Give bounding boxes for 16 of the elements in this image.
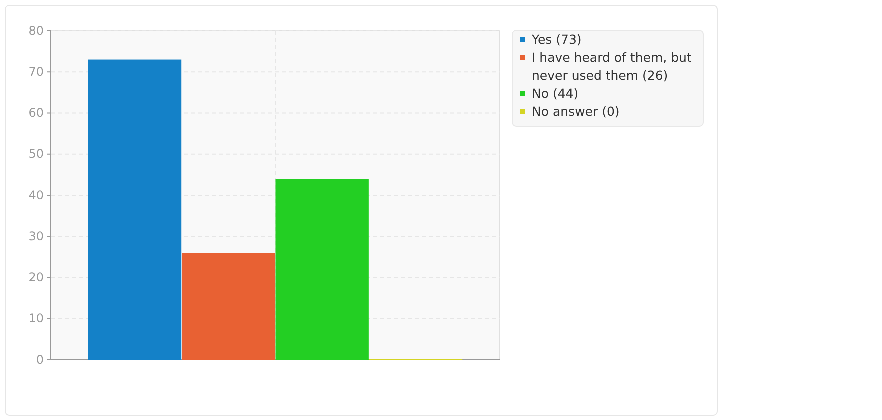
legend-label: Yes (73) (531, 32, 582, 47)
bar (276, 179, 369, 360)
y-tick-label: 30 (28, 229, 44, 244)
y-tick-label: 50 (28, 147, 44, 162)
y-tick-label: 0 (36, 352, 44, 367)
legend-label: I have heard of them, but never used them (26) (532, 50, 692, 83)
y-tick-label: 20 (28, 270, 44, 285)
y-tick-label: 10 (28, 312, 44, 326)
bar (182, 253, 276, 360)
legend-label: No answer (0) (532, 104, 620, 119)
y-tick-label: 80 (28, 24, 44, 38)
y-tick-label: 60 (28, 106, 44, 120)
legend-label: No (44) (532, 86, 579, 101)
y-tick-label: 70 (28, 64, 44, 79)
y-tick-label: 40 (28, 188, 44, 202)
bar (88, 60, 182, 360)
